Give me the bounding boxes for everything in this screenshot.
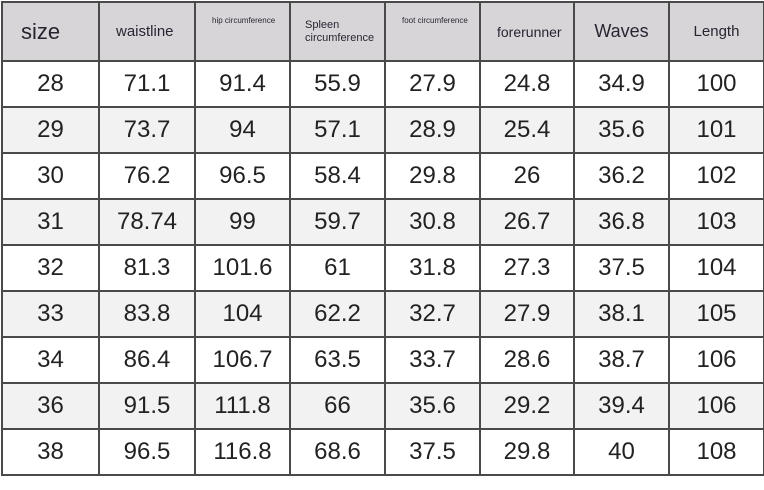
table-row: 29 73.7 94 57.1 28.9 25.4 35.6 101	[1, 106, 764, 154]
table-cell: 33	[1, 290, 100, 338]
table-cell: 29.8	[384, 152, 481, 200]
table-cell: 34	[1, 336, 100, 384]
table-cell: 28	[1, 60, 100, 108]
header-cell: waistline	[98, 1, 196, 62]
table-cell: 103	[668, 198, 764, 246]
table-cell: 26	[479, 152, 575, 200]
table-row: 30 76.2 96.5 58.4 29.8 26 36.2 102	[1, 152, 764, 200]
table-cell: 36.2	[573, 152, 670, 200]
table-cell: 32.7	[384, 290, 481, 338]
table-cell: 25.4	[479, 106, 575, 154]
table-cell: 66	[289, 382, 386, 430]
table-cell: 86.4	[98, 336, 196, 384]
table-cell: 83.8	[98, 290, 196, 338]
table-cell: 33.7	[384, 336, 481, 384]
table-cell: 27.9	[479, 290, 575, 338]
table-cell: 59.7	[289, 198, 386, 246]
table-cell: 71.1	[98, 60, 196, 108]
table-row: 38 96.5 116.8 68.6 37.5 29.8 40 108	[1, 428, 764, 476]
table-cell: 105	[668, 290, 764, 338]
table-cell: 31	[1, 198, 100, 246]
table-cell: 30.8	[384, 198, 481, 246]
table-cell: 32	[1, 244, 100, 292]
table-row: 34 86.4 106.7 63.5 33.7 28.6 38.7 106	[1, 336, 764, 384]
table-cell: 24.8	[479, 60, 575, 108]
table-cell: 30	[1, 152, 100, 200]
table-cell: 62.2	[289, 290, 386, 338]
table-row: 32 81.3 101.6 61 31.8 27.3 37.5 104	[1, 244, 764, 292]
table-cell: 111.8	[194, 382, 291, 430]
table-cell: 29.8	[479, 428, 575, 476]
table-cell: 106.7	[194, 336, 291, 384]
table-cell: 61	[289, 244, 386, 292]
table-cell: 39.4	[573, 382, 670, 430]
table-cell: 58.4	[289, 152, 386, 200]
table-row: 33 83.8 104 62.2 32.7 27.9 38.1 105	[1, 290, 764, 338]
table-cell: 28.6	[479, 336, 575, 384]
table-cell: 100	[668, 60, 764, 108]
header-cell: Length	[668, 1, 764, 62]
table-cell: 102	[668, 152, 764, 200]
table-cell: 104	[194, 290, 291, 338]
table-cell: 28.9	[384, 106, 481, 154]
table-cell: 36.8	[573, 198, 670, 246]
header-cell: Waves	[573, 1, 670, 62]
table-cell: 94	[194, 106, 291, 154]
table-cell: 101	[668, 106, 764, 154]
table-cell: 91.5	[98, 382, 196, 430]
table-row: 28 71.1 91.4 55.9 27.9 24.8 34.9 100	[1, 60, 764, 108]
table-cell: 116.8	[194, 428, 291, 476]
table-cell: 27.9	[384, 60, 481, 108]
size-table: size waistline hip circumference Spleen cir…	[1, 1, 764, 476]
table-cell: 38	[1, 428, 100, 476]
table-cell: 68.6	[289, 428, 386, 476]
table-cell: 78.74	[98, 198, 196, 246]
table-cell: 81.3	[98, 244, 196, 292]
table-cell: 38.7	[573, 336, 670, 384]
table-cell: 96.5	[98, 428, 196, 476]
header-row: size waistline hip circumference Spleen cir…	[1, 1, 764, 62]
table-cell: 31.8	[384, 244, 481, 292]
header-cell: size	[1, 1, 100, 62]
table-cell: 106	[668, 336, 764, 384]
table-cell: 40	[573, 428, 670, 476]
table-cell: 108	[668, 428, 764, 476]
table-cell: 57.1	[289, 106, 386, 154]
table-cell: 36	[1, 382, 100, 430]
table-cell: 29	[1, 106, 100, 154]
header-cell: Spleen circumference	[289, 1, 386, 62]
table-cell: 38.1	[573, 290, 670, 338]
table-cell: 104	[668, 244, 764, 292]
table-cell: 73.7	[98, 106, 196, 154]
table-cell: 35.6	[384, 382, 481, 430]
table-cell: 27.3	[479, 244, 575, 292]
table-cell: 96.5	[194, 152, 291, 200]
table-cell: 55.9	[289, 60, 386, 108]
table-cell: 101.6	[194, 244, 291, 292]
table-cell: 35.6	[573, 106, 670, 154]
table-cell: 76.2	[98, 152, 196, 200]
table-cell: 99	[194, 198, 291, 246]
table-cell: 63.5	[289, 336, 386, 384]
table-cell: 106	[668, 382, 764, 430]
table-row: 36 91.5 111.8 66 35.6 29.2 39.4 106	[1, 382, 764, 430]
header-cell: foot circumference	[384, 1, 481, 62]
header-cell: hip circumference	[194, 1, 291, 62]
header-cell: forerunner	[479, 1, 575, 62]
table-cell: 29.2	[479, 382, 575, 430]
table-row: 31 78.74 99 59.7 30.8 26.7 36.8 103	[1, 198, 764, 246]
table-body: 28 71.1 91.4 55.9 27.9 24.8 34.9 100 29 73.7 94 57.…	[1, 60, 764, 476]
table-cell: 26.7	[479, 198, 575, 246]
table-cell: 91.4	[194, 60, 291, 108]
table-cell: 37.5	[384, 428, 481, 476]
table-cell: 34.9	[573, 60, 670, 108]
table-cell: 37.5	[573, 244, 670, 292]
